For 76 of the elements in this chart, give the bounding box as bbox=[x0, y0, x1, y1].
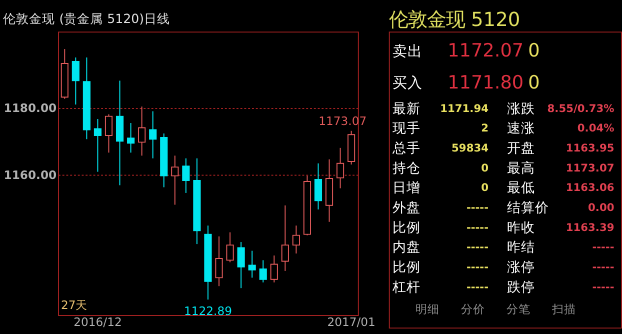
annotation: 1122.89 bbox=[184, 304, 232, 318]
text: 最高 bbox=[506, 160, 535, 176]
text: 日增 bbox=[392, 180, 421, 196]
text: 比例 bbox=[392, 259, 421, 276]
text: 1163.39 bbox=[566, 220, 614, 234]
text: ----- bbox=[592, 280, 614, 294]
text: 8.55/0.73% bbox=[547, 102, 615, 115]
text: 速涨 bbox=[506, 120, 535, 137]
text: 伦敦金现 5120 bbox=[388, 8, 520, 31]
text: 最低 bbox=[506, 180, 535, 196]
text: 0.04% bbox=[577, 122, 615, 135]
candlestick bbox=[72, 56, 80, 106]
candlestick bbox=[149, 110, 157, 159]
y-tick-label: 1180.00 bbox=[4, 100, 57, 115]
text: 结算价 bbox=[506, 200, 549, 216]
text: 1163.06 bbox=[566, 181, 614, 194]
candlestick bbox=[281, 204, 289, 272]
text: 0.00 bbox=[588, 201, 614, 214]
text: 0 bbox=[528, 72, 540, 94]
text: 持仓 bbox=[392, 160, 421, 176]
text: 昨结 bbox=[506, 240, 535, 256]
candlestick bbox=[314, 162, 322, 210]
text: 1171.80 bbox=[448, 72, 524, 94]
text: 扫描 bbox=[550, 302, 576, 316]
text: ----- bbox=[466, 260, 489, 274]
candlestick bbox=[336, 147, 344, 189]
text: 1172.07 bbox=[448, 40, 524, 62]
candlestick bbox=[226, 232, 234, 263]
text: 买入 bbox=[392, 74, 423, 92]
y-tick-label: 1160.00 bbox=[4, 168, 57, 182]
text: 0 bbox=[528, 40, 540, 62]
text: 比例 bbox=[392, 220, 421, 236]
candlestick bbox=[248, 250, 256, 278]
annotation: 27天 bbox=[60, 298, 88, 312]
text: 内盘 bbox=[392, 240, 421, 256]
text: 总手 bbox=[392, 140, 421, 156]
text: 外盘 bbox=[392, 200, 421, 216]
x-tick-label: 2016/12 bbox=[74, 315, 122, 330]
candlestick bbox=[182, 158, 190, 194]
text: ----- bbox=[592, 240, 614, 254]
candlestick bbox=[138, 106, 146, 156]
text: ----- bbox=[466, 220, 489, 234]
candlestick bbox=[215, 236, 223, 287]
text: 涨停 bbox=[506, 259, 535, 276]
candlestick bbox=[270, 255, 278, 283]
x-tick-label: 2017/01 bbox=[327, 315, 376, 330]
candlestick bbox=[259, 260, 267, 283]
text: 昨收 bbox=[506, 220, 535, 236]
text: 明细 bbox=[416, 302, 440, 316]
text: 1173.07 bbox=[566, 161, 614, 174]
chart-title: 伦敦金现 (贵金属 5120)日线 bbox=[3, 10, 170, 26]
text: 现手 bbox=[392, 120, 421, 137]
candlestick bbox=[237, 242, 245, 289]
text: 分价 bbox=[461, 302, 486, 316]
candlestick bbox=[104, 114, 113, 154]
text: ----- bbox=[592, 260, 614, 274]
candlestick bbox=[292, 225, 300, 254]
text: 涨跌 bbox=[506, 100, 535, 117]
candlestick bbox=[127, 122, 135, 154]
text: 0 bbox=[481, 181, 489, 194]
text: ----- bbox=[466, 240, 489, 254]
text: 最新 bbox=[392, 100, 421, 117]
text: 跌停 bbox=[506, 279, 535, 296]
text: 开盘 bbox=[506, 140, 535, 156]
candlestick bbox=[171, 155, 179, 206]
text: 1163.95 bbox=[566, 142, 614, 155]
text: 杠杆 bbox=[392, 279, 421, 296]
text: 2 bbox=[481, 122, 489, 135]
text: ----- bbox=[466, 280, 489, 294]
text: ----- bbox=[466, 201, 489, 214]
text: 1171.94 bbox=[440, 102, 489, 115]
text: 卖出 bbox=[392, 42, 423, 60]
text: 59834 bbox=[452, 142, 489, 155]
text: 0 bbox=[481, 161, 489, 174]
text: 分笔 bbox=[506, 302, 530, 316]
candlestick bbox=[94, 118, 102, 172]
